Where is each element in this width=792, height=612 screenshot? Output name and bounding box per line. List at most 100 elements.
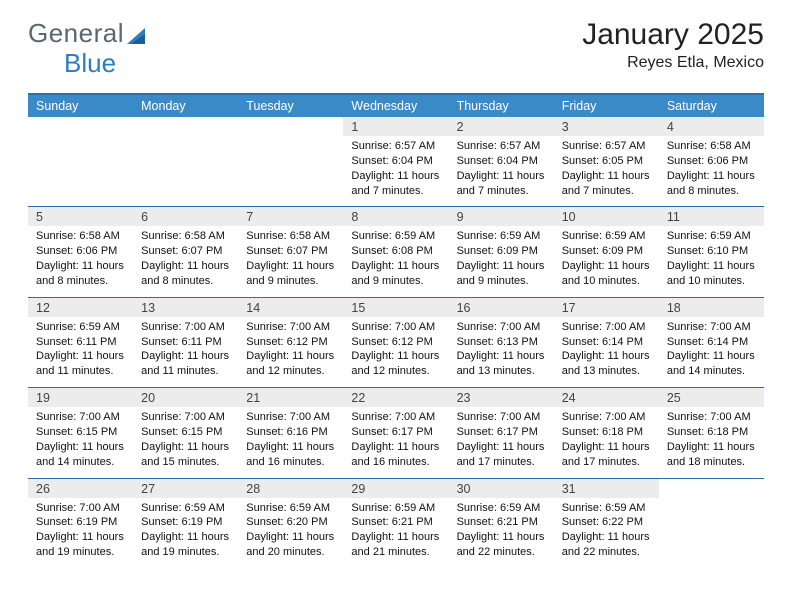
daylight-text: Daylight: 11 hours and 14 minutes.	[36, 440, 125, 470]
day-info-cell: Sunrise: 6:57 AMSunset: 6:04 PMDaylight:…	[449, 136, 554, 207]
sunset-text: Sunset: 6:08 PM	[351, 244, 440, 259]
daylight-text: Daylight: 11 hours and 8 minutes.	[667, 169, 756, 199]
sunset-text: Sunset: 6:06 PM	[667, 154, 756, 169]
day-info-cell: Sunrise: 7:00 AMSunset: 6:15 PMDaylight:…	[133, 407, 238, 478]
week-daynum-row: 262728293031	[28, 479, 764, 498]
day-number-cell	[133, 117, 238, 136]
week-info-row: Sunrise: 6:58 AMSunset: 6:06 PMDaylight:…	[28, 226, 764, 297]
day-info-cell: Sunrise: 7:00 AMSunset: 6:12 PMDaylight:…	[238, 317, 343, 388]
day-header-row: Sunday Monday Tuesday Wednesday Thursday…	[28, 94, 764, 117]
day-number-cell: 14	[238, 298, 343, 317]
daylight-text: Daylight: 11 hours and 13 minutes.	[562, 349, 651, 379]
day-number-cell: 17	[554, 298, 659, 317]
sunset-text: Sunset: 6:16 PM	[246, 425, 335, 440]
sunset-text: Sunset: 6:17 PM	[457, 425, 546, 440]
week-daynum-row: 1234	[28, 117, 764, 136]
week-daynum-row: 19202122232425	[28, 388, 764, 407]
daylight-text: Daylight: 11 hours and 8 minutes.	[36, 259, 125, 289]
sunrise-text: Sunrise: 6:59 AM	[562, 501, 651, 516]
calendar-table: Sunday Monday Tuesday Wednesday Thursday…	[28, 93, 764, 568]
sunrise-text: Sunrise: 6:57 AM	[351, 139, 440, 154]
sunrise-text: Sunrise: 6:57 AM	[457, 139, 546, 154]
daylight-text: Daylight: 11 hours and 19 minutes.	[141, 530, 230, 560]
day-info-cell: Sunrise: 7:00 AMSunset: 6:12 PMDaylight:…	[343, 317, 448, 388]
sunrise-text: Sunrise: 6:59 AM	[457, 501, 546, 516]
day-info-cell: Sunrise: 6:59 AMSunset: 6:21 PMDaylight:…	[343, 498, 448, 568]
daylight-text: Daylight: 11 hours and 10 minutes.	[562, 259, 651, 289]
day-info-cell	[28, 136, 133, 207]
day-number-cell: 13	[133, 298, 238, 317]
day-number-cell: 7	[238, 207, 343, 226]
day-info-cell: Sunrise: 7:00 AMSunset: 6:14 PMDaylight:…	[659, 317, 764, 388]
day-info-cell: Sunrise: 6:58 AMSunset: 6:07 PMDaylight:…	[238, 226, 343, 297]
sunrise-text: Sunrise: 7:00 AM	[562, 410, 651, 425]
sunset-text: Sunset: 6:12 PM	[246, 335, 335, 350]
week-daynum-row: 567891011	[28, 207, 764, 226]
location: Reyes Etla, Mexico	[582, 54, 764, 72]
sunset-text: Sunset: 6:04 PM	[457, 154, 546, 169]
sunset-text: Sunset: 6:15 PM	[141, 425, 230, 440]
sunrise-text: Sunrise: 6:58 AM	[141, 229, 230, 244]
logo-sail-icon	[127, 26, 149, 46]
sunset-text: Sunset: 6:14 PM	[562, 335, 651, 350]
sunrise-text: Sunrise: 7:00 AM	[141, 320, 230, 335]
logo: General	[28, 18, 149, 49]
sunset-text: Sunset: 6:11 PM	[141, 335, 230, 350]
day-number-cell: 15	[343, 298, 448, 317]
sunset-text: Sunset: 6:15 PM	[36, 425, 125, 440]
day-number-cell: 18	[659, 298, 764, 317]
sunset-text: Sunset: 6:17 PM	[351, 425, 440, 440]
daylight-text: Daylight: 11 hours and 9 minutes.	[351, 259, 440, 289]
sunset-text: Sunset: 6:07 PM	[246, 244, 335, 259]
day-info-cell	[133, 136, 238, 207]
sunrise-text: Sunrise: 7:00 AM	[667, 320, 756, 335]
day-info-cell: Sunrise: 6:57 AMSunset: 6:05 PMDaylight:…	[554, 136, 659, 207]
day-number-cell: 26	[28, 479, 133, 498]
sunset-text: Sunset: 6:09 PM	[562, 244, 651, 259]
sunset-text: Sunset: 6:21 PM	[351, 515, 440, 530]
daylight-text: Daylight: 11 hours and 15 minutes.	[141, 440, 230, 470]
daylight-text: Daylight: 11 hours and 16 minutes.	[351, 440, 440, 470]
day-number-cell: 16	[449, 298, 554, 317]
day-header: Wednesday	[343, 94, 448, 117]
daylight-text: Daylight: 11 hours and 12 minutes.	[246, 349, 335, 379]
sunset-text: Sunset: 6:13 PM	[457, 335, 546, 350]
day-info-cell: Sunrise: 6:58 AMSunset: 6:06 PMDaylight:…	[28, 226, 133, 297]
day-header: Saturday	[659, 94, 764, 117]
day-header: Friday	[554, 94, 659, 117]
day-number-cell: 3	[554, 117, 659, 136]
day-info-cell: Sunrise: 6:58 AMSunset: 6:07 PMDaylight:…	[133, 226, 238, 297]
sunset-text: Sunset: 6:18 PM	[562, 425, 651, 440]
daylight-text: Daylight: 11 hours and 16 minutes.	[246, 440, 335, 470]
day-header: Tuesday	[238, 94, 343, 117]
day-info-cell: Sunrise: 6:59 AMSunset: 6:21 PMDaylight:…	[449, 498, 554, 568]
day-info-cell: Sunrise: 6:57 AMSunset: 6:04 PMDaylight:…	[343, 136, 448, 207]
day-info-cell: Sunrise: 6:59 AMSunset: 6:11 PMDaylight:…	[28, 317, 133, 388]
day-info-cell: Sunrise: 6:59 AMSunset: 6:22 PMDaylight:…	[554, 498, 659, 568]
sunset-text: Sunset: 6:19 PM	[141, 515, 230, 530]
daylight-text: Daylight: 11 hours and 10 minutes.	[667, 259, 756, 289]
day-number-cell: 6	[133, 207, 238, 226]
day-number-cell: 30	[449, 479, 554, 498]
sunset-text: Sunset: 6:22 PM	[562, 515, 651, 530]
week-info-row: Sunrise: 6:59 AMSunset: 6:11 PMDaylight:…	[28, 317, 764, 388]
daylight-text: Daylight: 11 hours and 18 minutes.	[667, 440, 756, 470]
sunset-text: Sunset: 6:20 PM	[246, 515, 335, 530]
sunrise-text: Sunrise: 6:59 AM	[141, 501, 230, 516]
sunset-text: Sunset: 6:10 PM	[667, 244, 756, 259]
sunrise-text: Sunrise: 6:59 AM	[246, 501, 335, 516]
day-info-cell: Sunrise: 7:00 AMSunset: 6:19 PMDaylight:…	[28, 498, 133, 568]
day-info-cell: Sunrise: 7:00 AMSunset: 6:11 PMDaylight:…	[133, 317, 238, 388]
logo-text-a: General	[28, 18, 124, 49]
day-number-cell: 22	[343, 388, 448, 407]
daylight-text: Daylight: 11 hours and 11 minutes.	[36, 349, 125, 379]
day-number-cell: 4	[659, 117, 764, 136]
day-number-cell: 24	[554, 388, 659, 407]
daylight-text: Daylight: 11 hours and 17 minutes.	[457, 440, 546, 470]
sunset-text: Sunset: 6:12 PM	[351, 335, 440, 350]
sunrise-text: Sunrise: 7:00 AM	[351, 320, 440, 335]
day-number-cell: 8	[343, 207, 448, 226]
day-info-cell: Sunrise: 7:00 AMSunset: 6:17 PMDaylight:…	[449, 407, 554, 478]
daylight-text: Daylight: 11 hours and 7 minutes.	[457, 169, 546, 199]
day-number-cell: 5	[28, 207, 133, 226]
